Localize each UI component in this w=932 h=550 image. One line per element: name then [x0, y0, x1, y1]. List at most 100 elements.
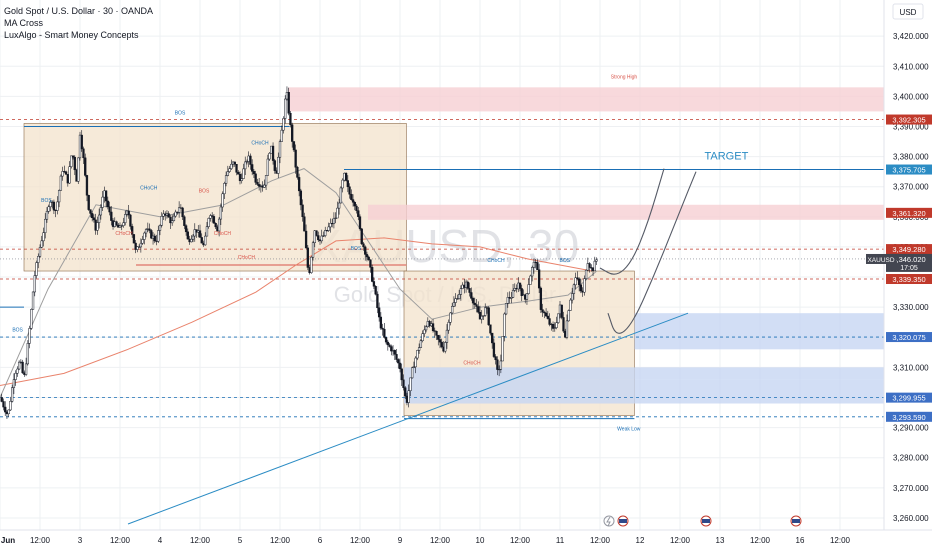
candle-body [2, 401, 5, 408]
time-axis-bg[interactable] [0, 530, 932, 550]
candle-body [551, 323, 555, 329]
candle-body [374, 286, 377, 295]
candle-body [26, 343, 29, 365]
candle-body [423, 329, 426, 334]
candle-body [324, 230, 327, 236]
price-tick-label: 3,270.000 [893, 484, 929, 493]
candle-body [42, 232, 45, 242]
candle-body [451, 306, 454, 314]
candle-body [277, 156, 280, 174]
candle-body [139, 242, 143, 248]
price-label-box [886, 244, 932, 255]
candle-body [221, 193, 224, 208]
candle-body [381, 327, 384, 330]
candle-body [315, 230, 318, 236]
candle-body [254, 173, 257, 183]
candle-body [89, 209, 92, 214]
candle-body [358, 216, 362, 230]
zone-demand-mid [404, 367, 884, 380]
price-label-box [886, 253, 932, 272]
candle-body [96, 222, 99, 231]
candle-body [565, 320, 569, 338]
candle-body [377, 307, 381, 318]
currency-button-box[interactable] [892, 3, 924, 20]
candle-body [386, 341, 389, 346]
price-tick-label: 3,290.000 [893, 424, 929, 433]
candle-body [172, 215, 176, 222]
candle-body [249, 155, 252, 165]
candle-body [110, 211, 113, 221]
candle-body [341, 179, 344, 189]
price-tick-label: 3,330.000 [893, 303, 929, 312]
candle-body [77, 157, 80, 182]
us-flag-event-stripes [702, 519, 710, 523]
candle-body [466, 281, 469, 289]
candle-body [108, 206, 111, 213]
candle-body [297, 177, 301, 192]
candle-body [257, 184, 261, 187]
candle-body [16, 368, 19, 374]
legend: Gold Spot / U.S. Dollar · 30 · OANDA MA … [4, 6, 153, 40]
currency-button[interactable]: USD [892, 3, 924, 20]
candle-body [504, 303, 508, 315]
candle-body [263, 184, 266, 188]
candle-body [579, 284, 583, 292]
price-label-box [886, 114, 932, 125]
candle-body [82, 148, 85, 159]
candle-body [470, 292, 473, 299]
us-flag-event-stripes [792, 519, 800, 523]
candle-body [70, 155, 73, 167]
candle-body [200, 237, 203, 244]
candle-body [310, 256, 313, 274]
candle-body [367, 256, 370, 261]
symbol-title[interactable]: Gold Spot / U.S. Dollar · 30 · OANDA [4, 6, 153, 16]
candle-body [409, 377, 412, 392]
candle-body [407, 390, 410, 403]
price-tick-label: 3,260.000 [893, 514, 929, 523]
candle-body [525, 293, 529, 300]
candle-body [167, 213, 170, 218]
structure-label: Weak Low [617, 427, 641, 433]
time-tick-label: 12:00 [270, 536, 291, 545]
structure-label: BOS [560, 258, 571, 264]
candle-body [101, 196, 104, 208]
structure-label: BOS [175, 110, 186, 116]
candle-body [209, 215, 212, 219]
time-tick-label: Jun [1, 536, 15, 545]
candle-body [47, 206, 50, 212]
candle-body [350, 193, 353, 200]
candle-body [560, 304, 563, 318]
candle-body [311, 242, 315, 258]
candle-body [379, 316, 383, 329]
candle-body [44, 218, 47, 233]
candle-body [264, 175, 268, 186]
candle-body [294, 149, 297, 168]
annotations: Strong High BOS CHoCH TARGET CHoCH CHoCH CHoCH… [12, 74, 748, 432]
structure-label: CHoCH [251, 141, 269, 147]
candle-body [327, 226, 330, 231]
price-tick-label: 3,400.000 [893, 92, 929, 101]
candle-body [364, 246, 367, 255]
candle-body [148, 228, 151, 231]
price-label-countdown: 17:05 [900, 265, 918, 272]
candle-body [31, 291, 35, 310]
indicator-smc[interactable]: LuxAlgo - Smart Money Concepts [4, 30, 139, 40]
price-tick-label: 3,410.000 [893, 62, 929, 71]
candle-body [503, 313, 506, 337]
candle-body [571, 293, 574, 301]
candle-body [205, 226, 209, 237]
candle-body [193, 229, 196, 237]
time-axis[interactable]: Jun 12:00 3 12:00 4 12:00 5 12:00 6 12:00 9 12:00 10… [1, 536, 851, 545]
candle-body [435, 331, 438, 336]
drawings [127, 168, 697, 525]
projection-path [607, 171, 697, 334]
zone-demand-lower [404, 379, 884, 404]
structure-label: CHoCH [140, 186, 158, 192]
candle-body [106, 200, 109, 208]
candle-body [233, 161, 236, 165]
flash-event-icon[interactable] [603, 515, 615, 527]
candle-body [9, 401, 12, 411]
candle-body [480, 315, 483, 320]
candle-body [306, 247, 309, 268]
indicator-ma-cross[interactable]: MA Cross [4, 18, 44, 28]
